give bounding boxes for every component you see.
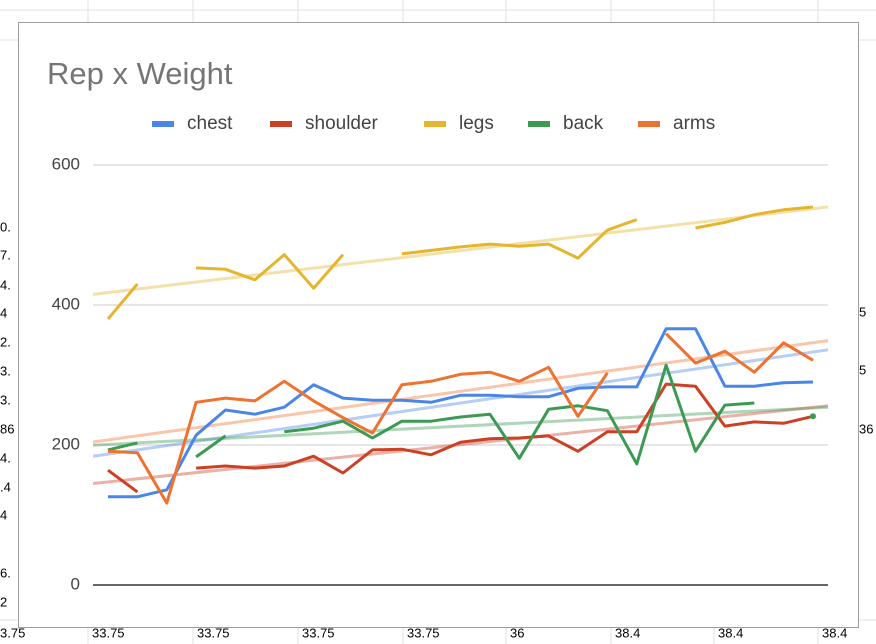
sheet-cell: 33.75 <box>302 625 335 640</box>
sheet-cell: 4 <box>0 305 7 320</box>
legend-swatch <box>528 121 550 127</box>
legend-label: shoulder <box>305 113 379 134</box>
sheet-cell: .4 <box>0 479 11 494</box>
sheet-cell: 3. <box>0 363 11 378</box>
sheet-cell: 86 <box>0 421 14 436</box>
sheet-cell: 5 <box>859 362 866 377</box>
trendline <box>92 205 829 296</box>
legend-swatch <box>152 121 174 127</box>
sheet-cell: 33.75 <box>197 625 230 640</box>
legend-swatch <box>638 121 660 127</box>
sheet-cell: 3. <box>0 392 11 407</box>
sheet-cell: 4. <box>0 277 11 292</box>
series-line <box>108 327 814 499</box>
legend-label: legs <box>459 113 494 134</box>
sheet-cell: 36 <box>859 421 873 436</box>
series-line <box>107 382 814 494</box>
chart-title: Rep x Weight <box>47 56 233 91</box>
series-line <box>106 205 814 320</box>
sheet-cell: 4 <box>0 507 7 522</box>
series-line <box>107 332 814 505</box>
sheet-cell: 33.75 <box>92 625 125 640</box>
y-tick-label: 600 <box>52 154 80 173</box>
trendline <box>92 404 829 486</box>
trendline <box>92 405 829 447</box>
legend-label: chest <box>187 113 233 134</box>
sheet-cell: 33.75 <box>407 625 440 640</box>
sheet-cell: 38.4 <box>615 625 640 640</box>
sheet-cell: 3.75 <box>0 625 25 640</box>
legend-label: back <box>563 113 604 134</box>
sheet-cell: 0. <box>0 219 11 234</box>
sheet-cell: 2 <box>0 594 7 609</box>
sheet-cell: 2. <box>0 334 11 349</box>
point <box>810 413 816 420</box>
y-tick-label: 0 <box>71 574 80 593</box>
sheet-cell: 38.4 <box>718 625 743 640</box>
legend-swatch <box>424 121 446 127</box>
trendline <box>92 348 829 458</box>
legend-label: arms <box>673 113 715 134</box>
sheet-cell: 38.4 <box>822 625 847 640</box>
sheet-cell: 5 <box>859 304 866 319</box>
sheet-cell: 6. <box>0 565 11 580</box>
y-tick-label: 400 <box>52 294 80 313</box>
sheet-cell: 36 <box>510 625 524 640</box>
chart-frame[interactable] <box>18 22 859 628</box>
y-tick-label: 200 <box>52 434 80 453</box>
sheet-cell: 4. <box>0 450 11 465</box>
legend-swatch <box>270 121 292 127</box>
sheet-cell: 7. <box>0 247 11 262</box>
